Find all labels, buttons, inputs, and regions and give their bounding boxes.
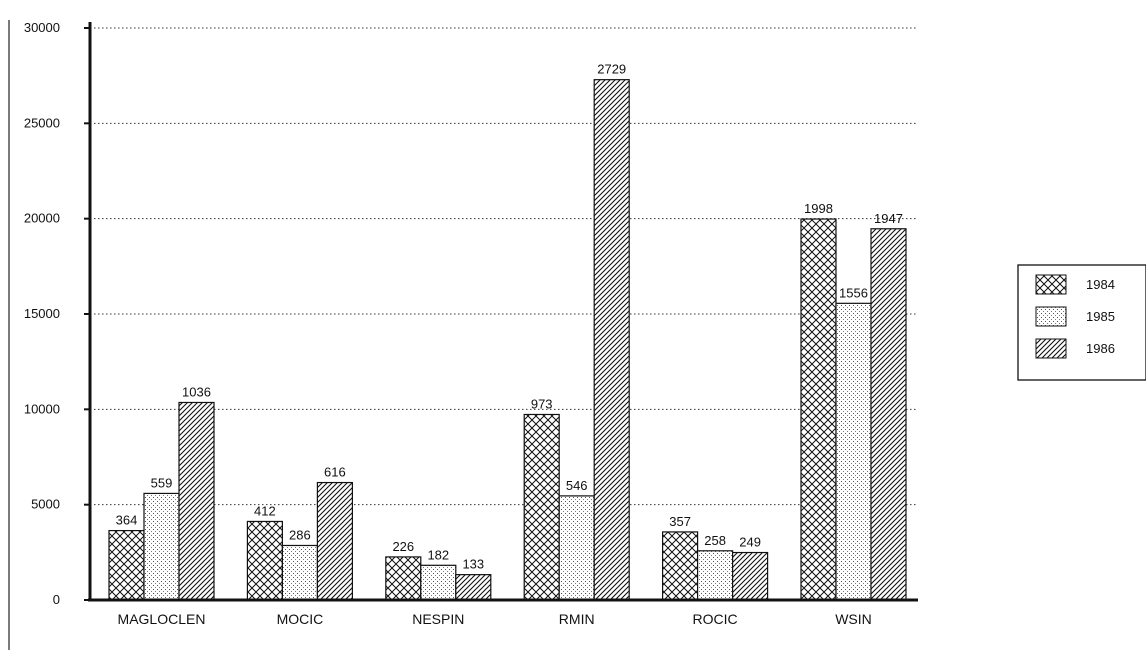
y-tick-label: 30000 (24, 20, 60, 35)
data-label: 226 (392, 539, 414, 554)
y-tick-label: 15000 (24, 306, 60, 321)
bar-wsin-1986 (870, 228, 907, 601)
data-label: 286 (289, 527, 311, 542)
bar-mocic-1986 (316, 481, 353, 601)
bar-mocic-1984 (246, 520, 283, 601)
bars (108, 79, 907, 601)
legend-label-1986: 1986 (1086, 341, 1115, 356)
y-tick-label: 10000 (24, 401, 60, 416)
bar-wsin-1985 (835, 302, 872, 601)
x-category-label: RMIN (559, 611, 595, 627)
legend-swatch-1984 (1035, 274, 1067, 295)
legend-label-1985: 1985 (1086, 309, 1115, 324)
x-category-label: NESPIN (412, 611, 464, 627)
data-label: 1998 (804, 201, 833, 216)
gridlines (84, 27, 918, 601)
axes (88, 22, 918, 602)
data-label: 1947 (874, 211, 903, 226)
data-label: 1556 (839, 285, 868, 300)
bar-nespin-1984 (385, 556, 422, 601)
bar-nespin-1986 (455, 574, 492, 601)
data-label: 258 (704, 533, 726, 548)
legend-swatch-1986 (1035, 338, 1067, 359)
bar-rocic-1985 (696, 550, 734, 601)
data-label: 559 (151, 475, 173, 490)
data-label: 412 (254, 503, 276, 518)
data-label: 546 (566, 478, 588, 493)
legend-swatch-1985 (1035, 306, 1067, 327)
labels: 0 5000 10000 15000 20000 25000 30000 364 559 1036… (24, 20, 903, 627)
bar-mocic-1985 (281, 544, 318, 601)
data-label: 1036 (182, 384, 211, 399)
bar-rocic-1986 (731, 551, 769, 601)
legend: 1984 1985 1986 (1017, 264, 1146, 381)
y-tick-label: 20000 (24, 211, 60, 226)
bar-magloclen-1984 (108, 529, 145, 601)
x-category-label: ROCIC (693, 611, 738, 627)
data-label: 133 (462, 557, 484, 572)
y-tick-label: 5000 (31, 497, 60, 512)
data-label: 249 (739, 535, 761, 550)
data-label: 973 (531, 396, 553, 411)
x-category-label: MOCIC (277, 611, 324, 627)
x-category-label: WSIN (835, 611, 872, 627)
data-label: 182 (427, 547, 449, 562)
x-category-label: MAGLOCLEN (118, 611, 206, 627)
bar-rocic-1984 (661, 531, 699, 601)
bar-rmin-1985 (558, 495, 595, 601)
bar-wsin-1984 (800, 218, 837, 601)
bar-magloclen-1986 (178, 401, 215, 601)
data-label: 616 (324, 465, 346, 480)
y-tick-label: 25000 (24, 115, 60, 130)
data-label: 2729 (597, 62, 626, 77)
data-label: 364 (116, 513, 138, 528)
bar-rmin-1984 (523, 413, 560, 601)
bar-magloclen-1985 (143, 492, 180, 601)
y-tick-label: 0 (53, 592, 60, 607)
data-label: 357 (669, 514, 691, 529)
bar-nespin-1985 (420, 564, 457, 601)
bar-rmin-1986 (593, 79, 630, 601)
legend-label-1984: 1984 (1086, 277, 1115, 292)
